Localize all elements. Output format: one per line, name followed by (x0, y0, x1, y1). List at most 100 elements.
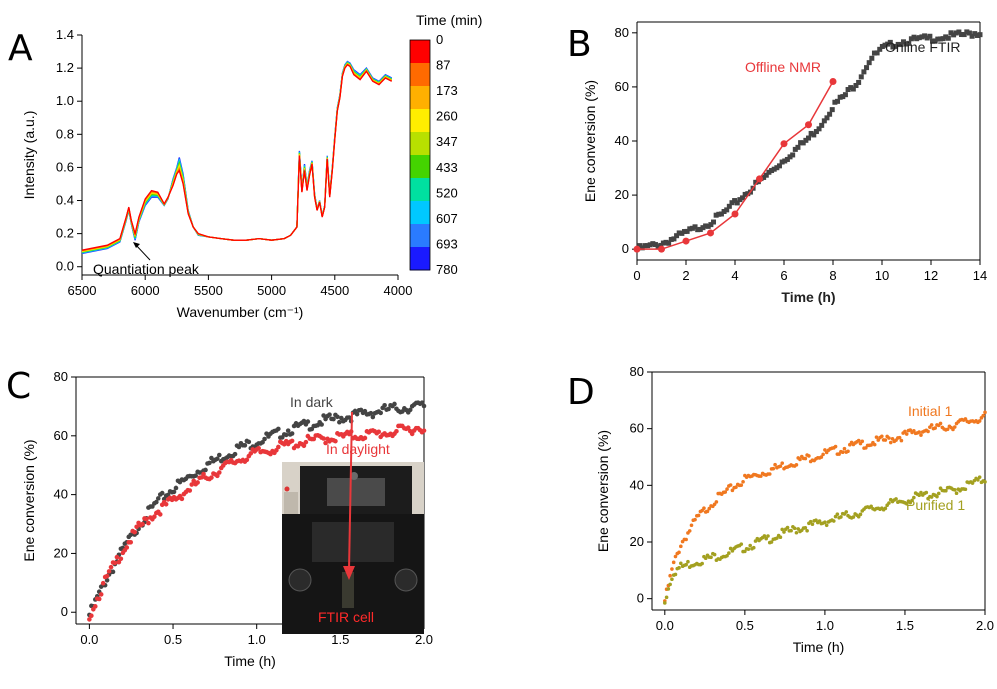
initial-marker (860, 439, 865, 444)
ftir-marker (666, 240, 672, 246)
ftir-marker (734, 200, 740, 206)
y-tick-label: 80 (615, 25, 629, 40)
colorbar-frame (409, 39, 431, 271)
initial-marker (981, 413, 986, 418)
purified-marker (664, 595, 669, 600)
inset-arrow (348, 411, 353, 571)
x-tick-label: 12 (924, 268, 938, 283)
panel-c-light-dependence: 0.0 0.5 1.0 1.5 2.0 0 20 40 60 80 Time (h) Ene conv… (21, 369, 433, 669)
y-tick-label: 20 (615, 187, 629, 202)
y-tick-label: 20 (54, 545, 68, 560)
panel-letter-d: D (567, 372, 595, 413)
ftir-marker (898, 42, 904, 48)
purified-marker (808, 519, 813, 524)
ftir-marker (703, 223, 709, 229)
nmr-marker (707, 229, 714, 237)
initial-marker (917, 430, 921, 434)
ftir-marker (964, 29, 970, 35)
initial-marker (693, 517, 697, 522)
x-tick-label: 1.0 (816, 618, 834, 633)
purified-marker (823, 520, 827, 525)
dark-marker (331, 416, 336, 422)
initial-marker (759, 474, 763, 478)
initial-marker (872, 442, 877, 447)
x-tick-label: 6 (780, 268, 787, 283)
daylight-marker (157, 512, 163, 517)
purified-marker (844, 510, 849, 514)
ftir-marker (642, 243, 648, 249)
purified-marker (686, 559, 690, 564)
x-tick-label: 10 (875, 268, 889, 283)
purified-marker (936, 491, 941, 496)
colorbar-tick-label: 173 (436, 83, 458, 98)
daylight-marker (256, 445, 261, 451)
daylight-marker (134, 524, 139, 530)
ftir-marker (761, 174, 767, 180)
purified-marker (748, 543, 752, 548)
purified-marker (739, 542, 744, 546)
y-axis-title: Ene conversion (%) (21, 439, 37, 561)
initial-marker (702, 506, 706, 511)
initial-marker (773, 462, 777, 467)
purified-marker (910, 498, 914, 503)
ftir-marker (887, 39, 893, 45)
initial-marker (705, 509, 710, 514)
ftir-marker (782, 158, 788, 164)
ftir-marker (945, 35, 951, 41)
ftir-marker (790, 152, 796, 158)
ftir-marker (639, 245, 645, 251)
y-tick-label: 0 (61, 604, 68, 619)
initial-marker (803, 456, 808, 461)
y-axis-title: Intensity (a.u.) (21, 111, 37, 200)
colorbar-tick-label: 260 (436, 109, 458, 124)
daylight-marker (195, 480, 200, 485)
purified-marker (831, 519, 836, 523)
inset-photo-knob (350, 472, 358, 480)
dark-marker (216, 452, 222, 458)
initial-marker (890, 436, 895, 441)
y-tick-label: 60 (54, 428, 68, 443)
initial-marker (897, 435, 902, 440)
daylight-marker (179, 496, 185, 502)
x-axis-title: Time (h) (781, 289, 835, 305)
ftir-marker (660, 240, 666, 246)
ftir-marker (637, 243, 643, 249)
dark-marker (283, 432, 289, 438)
purified-marker (663, 601, 667, 605)
ftir-marker (837, 94, 843, 100)
y-tick-label: 1.0 (56, 93, 74, 108)
daylight-marker (409, 431, 415, 437)
inset-label: FTIR cell (318, 609, 374, 625)
initial-marker (880, 434, 884, 439)
y-tick-label: 0.0 (56, 259, 74, 274)
daylight-marker (106, 569, 112, 574)
initial-marker (780, 461, 785, 465)
daylight-marker (108, 564, 114, 570)
initial-marker (696, 513, 701, 518)
dark-marker (207, 460, 212, 466)
ftir-marker (935, 36, 941, 42)
initial-marker (945, 427, 950, 432)
ftir-marker (705, 223, 711, 229)
ftir-marker (842, 92, 848, 98)
purified-marker (835, 512, 840, 516)
y-tick-label: 40 (615, 133, 629, 148)
daylight-marker (187, 488, 193, 493)
ftir-marker (879, 43, 885, 49)
ftir-marker (956, 29, 962, 35)
purified-marker (803, 526, 808, 530)
daylight-marker (394, 429, 399, 434)
ftir-marker (937, 36, 943, 42)
y-tick-label: 80 (54, 369, 68, 384)
x-tick-label: 1.5 (331, 632, 349, 647)
ftir-marker (966, 30, 972, 36)
daylight-marker (216, 470, 222, 475)
ftir-marker (940, 36, 946, 42)
daylight-marker (209, 475, 214, 480)
purified-marker (684, 562, 688, 567)
dark-marker (382, 402, 387, 408)
ftir-marker (681, 229, 687, 235)
dark-marker (155, 496, 161, 501)
ftir-marker (853, 83, 859, 89)
ftir-marker (969, 33, 975, 39)
